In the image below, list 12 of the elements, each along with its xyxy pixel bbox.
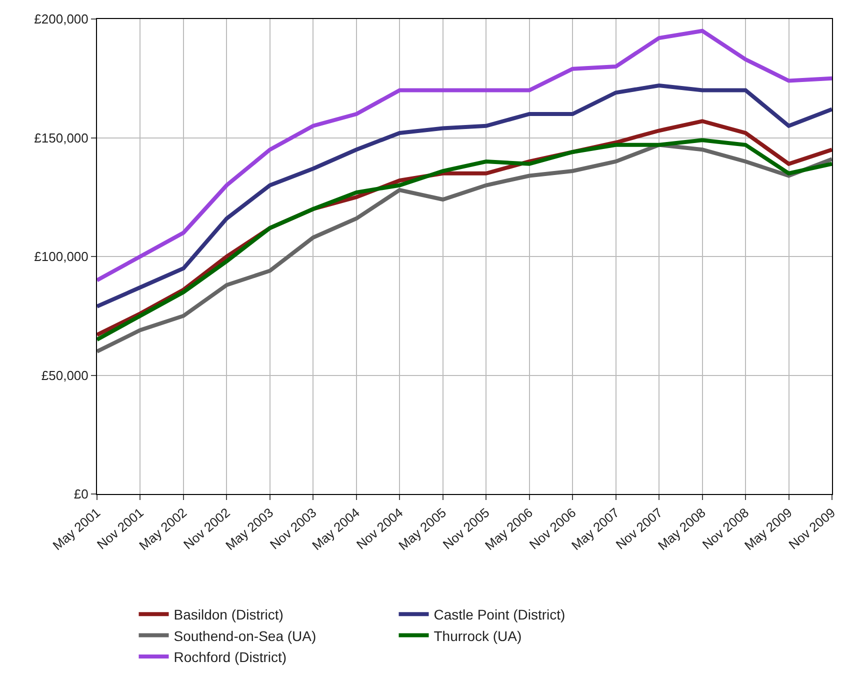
y-tick-label: £0 [74,486,88,502]
y-tick-label: £200,000 [34,12,88,27]
y-tick-label: £50,000 [41,368,88,383]
legend-label: Thurrock (UA) [434,628,522,644]
y-tick-label: £100,000 [34,249,88,264]
y-tick-label: £150,000 [34,130,88,146]
legend-label: Southend-on-Sea (UA) [174,628,316,644]
legend-label: Rochford (District) [174,648,287,665]
legend-label: Basildon (District) [174,606,284,623]
legend-label: Castle Point (District) [434,606,566,623]
line-series [97,84,832,308]
line-series [97,28,832,282]
